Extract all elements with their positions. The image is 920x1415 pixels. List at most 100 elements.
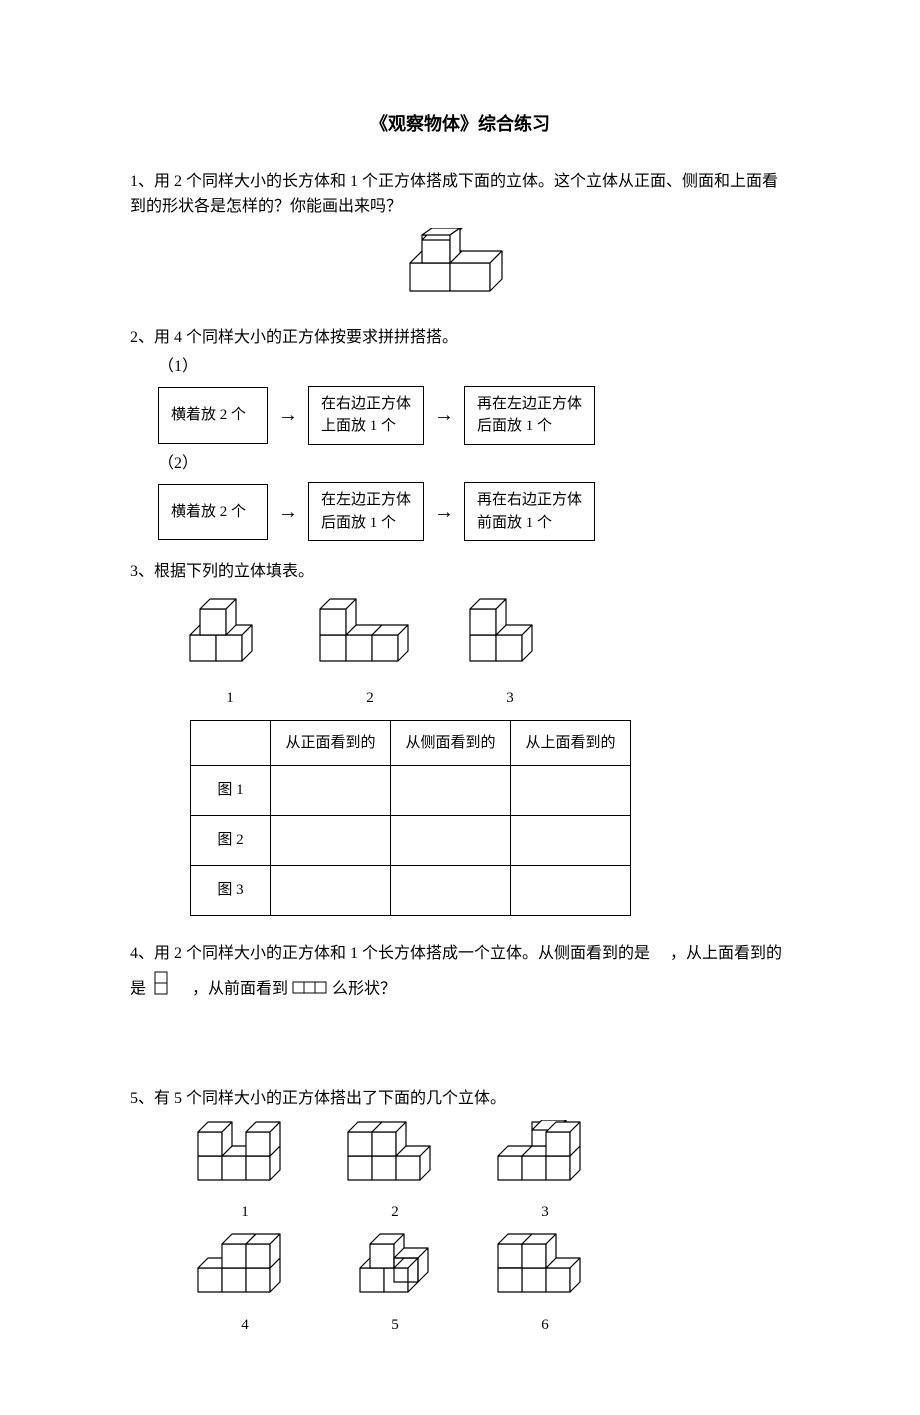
cube-solid-icon bbox=[460, 595, 560, 675]
q2-flow1: 横着放 2 个 → 在右边正方体 上面放 1 个 → 再在左边正方体 后面放 1… bbox=[158, 386, 790, 445]
q5-fig6: 6 bbox=[490, 1232, 600, 1337]
q3-fig1: 1 bbox=[180, 595, 280, 710]
blank-cell bbox=[391, 815, 511, 865]
q5-fig5: 5 bbox=[340, 1232, 450, 1337]
q3-r2: 图 2 bbox=[191, 815, 271, 865]
q5-cap5: 5 bbox=[340, 1313, 450, 1337]
blank-cell bbox=[391, 765, 511, 815]
cube-solid-icon bbox=[180, 595, 280, 675]
q5-cap4: 4 bbox=[190, 1313, 300, 1337]
q3-r1: 图 1 bbox=[191, 765, 271, 815]
q4-p3: ，从前面看到 bbox=[192, 980, 288, 997]
q3-figures: 1 2 bbox=[180, 595, 790, 710]
flow2-box2-l1: 在左边正方体 bbox=[321, 489, 411, 512]
q3-fig1-caption: 1 bbox=[180, 686, 280, 710]
q5-fig2: 2 bbox=[340, 1120, 450, 1225]
arrow-icon: → bbox=[434, 399, 454, 431]
q5-cap1: 1 bbox=[190, 1200, 300, 1224]
cube-solid-icon bbox=[340, 1232, 450, 1302]
q1-text: 用 2 个同样大小的长方体和 1 个正方体搭成下面的立体。这个立体从正面、侧面和… bbox=[130, 173, 778, 216]
blank-cell bbox=[271, 765, 391, 815]
q5-fig1: 1 bbox=[190, 1120, 300, 1225]
blank-cell bbox=[511, 865, 631, 915]
blank-cell bbox=[511, 765, 631, 815]
cube-solid-icon bbox=[490, 1232, 600, 1302]
question-1: 1、用 2 个同样大小的长方体和 1 个正方体搭成下面的立体。这个立体从正面、侧… bbox=[130, 169, 790, 307]
q3-number: 3、 bbox=[130, 563, 154, 580]
flow2-box2: 在左边正方体 后面放 1 个 bbox=[308, 482, 424, 541]
flow1-box1: 横着放 2 个 bbox=[158, 387, 268, 444]
q1-solid-icon bbox=[390, 228, 530, 298]
q5-cap3: 3 bbox=[490, 1200, 600, 1224]
q3-fig3-caption: 3 bbox=[460, 686, 560, 710]
question-4: 4、用 2 个同样大小的正方体和 1 个长方体搭成一个立体。从侧面看到的是 ，从… bbox=[130, 936, 790, 1008]
cube-solid-icon bbox=[490, 1120, 600, 1190]
flow2-box2-l2: 后面放 1 个 bbox=[321, 512, 411, 535]
q5-figrow2: 4 5 bbox=[190, 1232, 790, 1337]
question-3: 3、根据下列的立体填表。 1 bbox=[130, 559, 790, 915]
q2-sub2: （2） bbox=[130, 451, 790, 477]
flow1-box2: 在右边正方体 上面放 1 个 bbox=[308, 386, 424, 445]
blank-cell bbox=[391, 865, 511, 915]
flow2-box1-text: 横着放 2 个 bbox=[171, 504, 246, 520]
q5-cap2: 2 bbox=[340, 1200, 450, 1224]
q1-number: 1、 bbox=[130, 173, 154, 190]
q3-fig2: 2 bbox=[310, 595, 430, 710]
q5-figrow1: 1 2 bbox=[190, 1120, 790, 1225]
q3-fig3: 3 bbox=[460, 595, 560, 710]
table-header-row: 从正面看到的 从侧面看到的 从上面看到的 bbox=[191, 720, 631, 765]
three-cells-icon bbox=[292, 972, 328, 1007]
flow2-box3: 再在右边正方体 前面放 1 个 bbox=[464, 482, 595, 541]
q3-text: 根据下列的立体填表。 bbox=[154, 563, 314, 580]
q5-number: 5、 bbox=[130, 1090, 154, 1107]
arrow-icon: → bbox=[434, 496, 454, 528]
blank-cell bbox=[271, 815, 391, 865]
flow1-box2-l1: 在右边正方体 bbox=[321, 393, 411, 416]
q3-th1: 从正面看到的 bbox=[271, 720, 391, 765]
q3-table: 从正面看到的 从侧面看到的 从上面看到的 图 1 图 2 图 3 bbox=[190, 720, 631, 916]
question-5: 5、有 5 个同样大小的正方体搭出了下面的几个立体。 1 bbox=[130, 1086, 790, 1337]
spacer bbox=[130, 1026, 790, 1086]
page-title: 《观察物体》综合练习 bbox=[130, 110, 790, 139]
q4-blank1 bbox=[654, 945, 670, 962]
q3-r3: 图 3 bbox=[191, 865, 271, 915]
q2-sub1: （1） bbox=[130, 354, 790, 380]
q2-text: 用 4 个同样大小的正方体按要求拼拼搭搭。 bbox=[154, 329, 458, 346]
flow1-box3: 再在左边正方体 后面放 1 个 bbox=[464, 386, 595, 445]
q5-text: 有 5 个同样大小的正方体搭出了下面的几个立体。 bbox=[154, 1090, 506, 1107]
q4-p1: 用 2 个同样大小的正方体和 1 个长方体搭成一个立体。从侧面看到的是 bbox=[154, 945, 650, 962]
q5-cap6: 6 bbox=[490, 1313, 600, 1337]
table-row: 图 2 bbox=[191, 815, 631, 865]
table-row: 图 1 bbox=[191, 765, 631, 815]
flow2-box1: 横着放 2 个 bbox=[158, 484, 268, 541]
flow1-box3-l2: 后面放 1 个 bbox=[477, 415, 582, 438]
cube-solid-icon bbox=[190, 1120, 300, 1190]
q3-th3: 从上面看到的 bbox=[511, 720, 631, 765]
q2-number: 2、 bbox=[130, 329, 154, 346]
q1-figure bbox=[130, 228, 790, 307]
cube-solid-icon bbox=[310, 595, 430, 675]
q5-fig3: 3 bbox=[490, 1120, 600, 1225]
q3-fig2-caption: 2 bbox=[310, 686, 430, 710]
arrow-icon: → bbox=[278, 496, 298, 528]
flow1-box2-l2: 上面放 1 个 bbox=[321, 415, 411, 438]
table-row: 图 3 bbox=[191, 865, 631, 915]
q2-flow2: 横着放 2 个 → 在左边正方体 后面放 1 个 → 再在右边正方体 前面放 1… bbox=[158, 482, 790, 541]
q3-th2: 从侧面看到的 bbox=[391, 720, 511, 765]
cube-solid-icon bbox=[190, 1232, 300, 1302]
cube-solid-icon bbox=[340, 1120, 450, 1190]
q3-th0 bbox=[191, 720, 271, 765]
square-shape-icon bbox=[154, 971, 168, 1008]
flow2-box3-l2: 前面放 1 个 bbox=[477, 512, 582, 535]
flow2-box3-l1: 再在右边正方体 bbox=[477, 489, 582, 512]
q4-number: 4、 bbox=[130, 945, 154, 962]
flow1-box3-l1: 再在左边正方体 bbox=[477, 393, 582, 416]
question-2: 2、用 4 个同样大小的正方体按要求拼拼搭搭。 （1） 横着放 2 个 → 在右… bbox=[130, 325, 790, 542]
arrow-icon: → bbox=[278, 399, 298, 431]
blank-cell bbox=[511, 815, 631, 865]
q4-blank2 bbox=[176, 980, 192, 997]
blank-cell bbox=[271, 865, 391, 915]
flow1-box1-text: 横着放 2 个 bbox=[171, 407, 246, 423]
q4-p4: 么形状？ bbox=[332, 980, 396, 997]
worksheet-page: 《观察物体》综合练习 1、用 2 个同样大小的长方体和 1 个正方体搭成下面的立… bbox=[0, 0, 920, 1415]
